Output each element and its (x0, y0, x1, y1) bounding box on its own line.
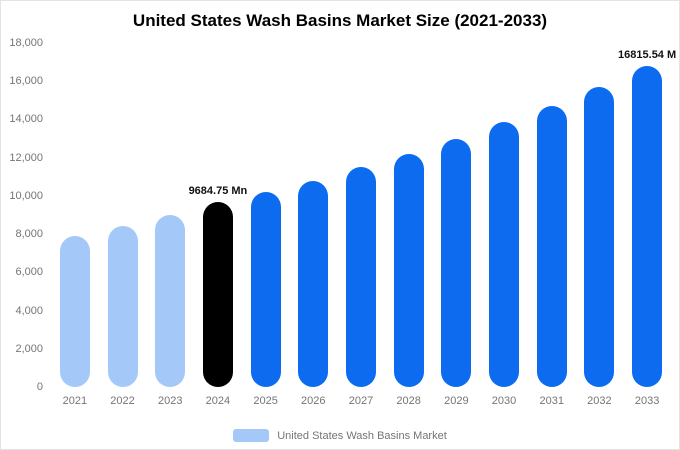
data-label-2024: 9684.75 Mn (188, 184, 248, 197)
bar-2033 (632, 65, 663, 387)
bar-column-2028: 2028 (385, 43, 433, 407)
bar-column-2021: 2021 (51, 43, 99, 407)
y-tick-10,000: 10,000 (9, 189, 43, 202)
bar-2028 (393, 153, 424, 387)
y-tick-14,000: 14,000 (9, 113, 43, 126)
x-tick-2021: 2021 (62, 395, 88, 407)
bar-2026 (298, 180, 329, 387)
bar-2023 (155, 215, 186, 387)
legend-label: United States Wash Basins Market (277, 429, 447, 442)
bar-column-2027: 2027 (337, 43, 385, 407)
x-tick-2029: 2029 (444, 395, 469, 407)
bar-column-2026: 2026 (289, 43, 337, 407)
bar-column-2022: 2022 (99, 43, 147, 407)
legend-swatch (233, 429, 270, 442)
y-tick-18,000: 18,000 (9, 37, 43, 49)
bar-2025 (250, 192, 281, 387)
bars-area: 2021 2022 2023 9684.75 Mn 2024 2025 2026 2027 20… (51, 43, 676, 407)
y-tick-2,000: 2,000 (15, 342, 43, 355)
x-tick-2027: 2027 (348, 395, 374, 407)
x-tick-2030: 2030 (491, 395, 517, 407)
bar-2027 (345, 167, 376, 387)
x-tick-2025: 2025 (253, 395, 278, 407)
x-tick-2031: 2031 (539, 395, 564, 407)
x-tick-2032: 2032 (587, 395, 612, 407)
bar-column-2029: 2029 (433, 43, 481, 407)
y-tick-8,000: 8,000 (15, 228, 43, 241)
bar-column-2024: 9684.75 Mn 2024 (189, 43, 248, 407)
bar-column-2025: 2025 (242, 43, 290, 407)
legend: United States Wash Basins Market (1, 429, 679, 442)
x-tick-2022: 2022 (110, 395, 135, 407)
bar-2022 (107, 226, 138, 387)
data-label-2033: 16815.54 M (618, 48, 677, 61)
x-tick-2033: 2033 (634, 395, 660, 407)
x-tick-2026: 2026 (301, 395, 326, 407)
bar-2024 (202, 201, 233, 387)
y-tick-0: 0 (36, 381, 43, 393)
chart-title: United States Wash Basins Market Size (2… (132, 11, 548, 30)
bar-2029 (441, 138, 472, 387)
bar-2032 (584, 86, 615, 387)
bar-column-2030: 2030 (480, 43, 528, 407)
bar-column-2033: 16815.54 M 2033 (618, 43, 676, 407)
x-tick-2023: 2023 (157, 395, 183, 407)
bar-column-2031: 2031 (528, 43, 576, 407)
y-tick-12,000: 12,000 (9, 151, 43, 164)
x-tick-2024: 2024 (205, 395, 231, 407)
bar-2021 (59, 236, 90, 387)
x-tick-2028: 2028 (396, 395, 421, 407)
bar-2031 (536, 106, 567, 387)
bar-column-2023: 2023 (146, 43, 194, 407)
bar-2030 (489, 122, 520, 387)
y-tick-4,000: 4,000 (15, 304, 43, 317)
y-tick-16,000: 16,000 (9, 75, 43, 88)
y-tick-6,000: 6,000 (15, 266, 43, 279)
bar-column-2032: 2032 (576, 43, 624, 407)
plot-area: 0 2,000 4,000 6,000 8,000 10,000 12,000 14,000 1… (9, 37, 676, 407)
